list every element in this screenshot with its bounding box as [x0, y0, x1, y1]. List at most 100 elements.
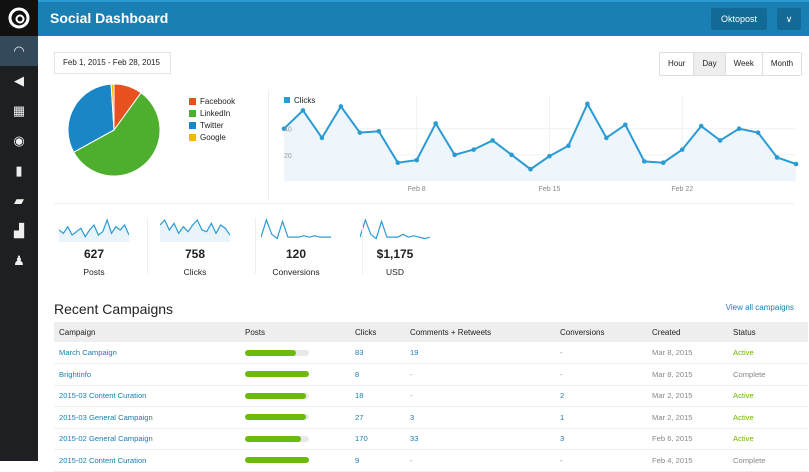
data-point[interactable]	[319, 135, 325, 141]
network-pie-chart	[67, 83, 161, 177]
chevron-down-icon[interactable]: ∨	[777, 8, 801, 30]
progress-fill	[245, 392, 306, 399]
data-point[interactable]	[755, 130, 761, 135]
sidebar-item-bar-chart[interactable]: ▟	[0, 216, 38, 246]
data-point[interactable]	[490, 138, 495, 143]
table-row[interactable]: 2015-03 Content Curation 18-2 Mar 2, 2015 A…	[54, 385, 808, 407]
legend-label: Clicks	[294, 96, 315, 105]
sidebar-item-book[interactable]: ▮	[0, 156, 38, 186]
posts-progress-bar	[245, 371, 309, 378]
stat-usd: $1,175 USD	[345, 216, 445, 277]
data-point[interactable]	[793, 161, 799, 167]
data-point[interactable]	[528, 166, 533, 172]
clicks-cell[interactable]: 27	[350, 406, 405, 429]
legend-label: LinkedIn	[200, 108, 231, 118]
campaign-name-link[interactable]: 2015-03 General Campaign	[54, 406, 240, 429]
logo-icon[interactable]	[0, 0, 38, 36]
posts-cell	[240, 406, 350, 429]
data-point[interactable]	[281, 126, 287, 131]
data-point[interactable]	[604, 135, 609, 141]
view-all-campaigns-link[interactable]: View all campaigns	[725, 303, 794, 312]
clicks-cell[interactable]: 9	[350, 449, 405, 472]
campaign-name-link[interactable]: 2015-03 Content Curation	[54, 385, 240, 407]
campaign-name-link[interactable]: 2015-02 General Campaign	[54, 428, 240, 450]
divider	[268, 90, 269, 200]
table-row[interactable]: 2015-02 Content Curation 9- - Feb 4, 2015 Co…	[54, 449, 808, 472]
table-row[interactable]: Brightinfo 8- - Mar 8, 2015 Complete	[54, 363, 808, 386]
data-point[interactable]	[679, 147, 685, 152]
clicks-line	[283, 101, 797, 171]
conversions-cell[interactable]: 2	[555, 385, 647, 407]
data-point[interactable]	[698, 123, 704, 129]
column-header[interactable]: Campaign	[54, 322, 240, 342]
data-point[interactable]	[736, 126, 742, 131]
data-point[interactable]	[566, 143, 571, 148]
campaign-name-link[interactable]: March Campaign	[54, 342, 240, 364]
table-row[interactable]: 2015-03 General Campaign 27 3 1 Mar 2, 2015 A…	[54, 406, 808, 429]
data-point[interactable]	[338, 104, 344, 109]
column-header[interactable]: Conversions	[555, 322, 647, 342]
data-point[interactable]	[623, 122, 628, 128]
sidebar-item-eye[interactable]: ◉	[0, 126, 38, 156]
comments-cell[interactable]: 33	[405, 428, 555, 450]
clicks-cell[interactable]: 83	[350, 342, 405, 364]
data-point[interactable]	[433, 121, 439, 126]
sidebar-item-megaphone[interactable]: ◀	[0, 66, 38, 96]
conversions-cell[interactable]: 1	[555, 406, 647, 429]
period-week-button[interactable]: Week	[725, 53, 763, 75]
sidebar-item-speedometer[interactable]: ◠	[0, 36, 38, 66]
data-point[interactable]	[395, 160, 401, 165]
data-point[interactable]	[357, 130, 363, 135]
pie-slice-linkedin[interactable]	[73, 92, 161, 177]
column-header[interactable]: Clicks	[350, 322, 405, 342]
period-hour-button[interactable]: Hour	[660, 53, 695, 75]
data-point[interactable]	[509, 152, 514, 158]
table-row[interactable]: 2015-02 General Campaign 170 33 3 Feb 6, 201…	[54, 428, 808, 450]
divider	[147, 218, 148, 274]
column-header[interactable]: Status	[728, 322, 808, 342]
posts-cell	[240, 363, 350, 386]
period-month-button[interactable]: Month	[762, 53, 802, 75]
clicks-cell[interactable]: 170	[350, 428, 405, 450]
data-point[interactable]	[641, 159, 647, 164]
pie-slice-google[interactable]	[110, 83, 115, 131]
sparkline-area	[261, 220, 331, 242]
sidebar-item-calendar[interactable]: ▦	[0, 96, 38, 126]
posts-cell	[240, 449, 350, 472]
data-point[interactable]	[414, 157, 420, 163]
account-button[interactable]: Oktopost	[710, 8, 767, 30]
column-header[interactable]: Comments + Retweets	[405, 322, 555, 342]
status-badge: Complete	[728, 449, 808, 472]
clicks-cell[interactable]: 8	[350, 363, 405, 386]
campaign-name-link[interactable]: 2015-02 Content Curation	[54, 449, 240, 472]
comments-cell[interactable]: 19	[405, 342, 555, 364]
y-tick-label: 20	[284, 153, 292, 160]
data-point[interactable]	[452, 152, 457, 158]
data-point[interactable]	[660, 160, 666, 165]
legend-item: LinkedIn	[189, 107, 235, 119]
column-header[interactable]: Created	[647, 322, 728, 342]
clicks-cell[interactable]: 18	[350, 385, 405, 407]
date-range-picker[interactable]: Feb 1, 2015 - Feb 28, 2015	[54, 52, 171, 74]
sidebar-item-chat[interactable]: ▰	[0, 186, 38, 216]
status-badge: Complete	[728, 363, 808, 386]
column-header[interactable]: Posts	[240, 322, 350, 342]
sparkline	[59, 218, 129, 242]
data-point[interactable]	[585, 101, 590, 107]
sidebar-item-users[interactable]: ♟	[0, 246, 38, 276]
campaign-name-link[interactable]: Brightinfo	[54, 363, 240, 386]
data-point[interactable]	[547, 153, 552, 159]
period-day-button[interactable]: Day	[694, 53, 726, 75]
conversions-cell[interactable]: 3	[555, 428, 647, 450]
data-point[interactable]	[774, 155, 780, 160]
data-point[interactable]	[471, 147, 476, 152]
pie-slice-twitter[interactable]	[67, 83, 115, 153]
data-point[interactable]	[300, 108, 306, 113]
comments-cell[interactable]: 3	[405, 406, 555, 429]
data-point[interactable]	[376, 129, 382, 134]
pie-legend: Facebook LinkedIn Twitter Google	[189, 95, 235, 143]
legend-item: Twitter	[189, 119, 235, 131]
table-row[interactable]: March Campaign 83 19- Mar 8, 2015 Active	[54, 342, 808, 364]
legend-label: Twitter	[200, 120, 224, 130]
data-point[interactable]	[717, 138, 723, 143]
